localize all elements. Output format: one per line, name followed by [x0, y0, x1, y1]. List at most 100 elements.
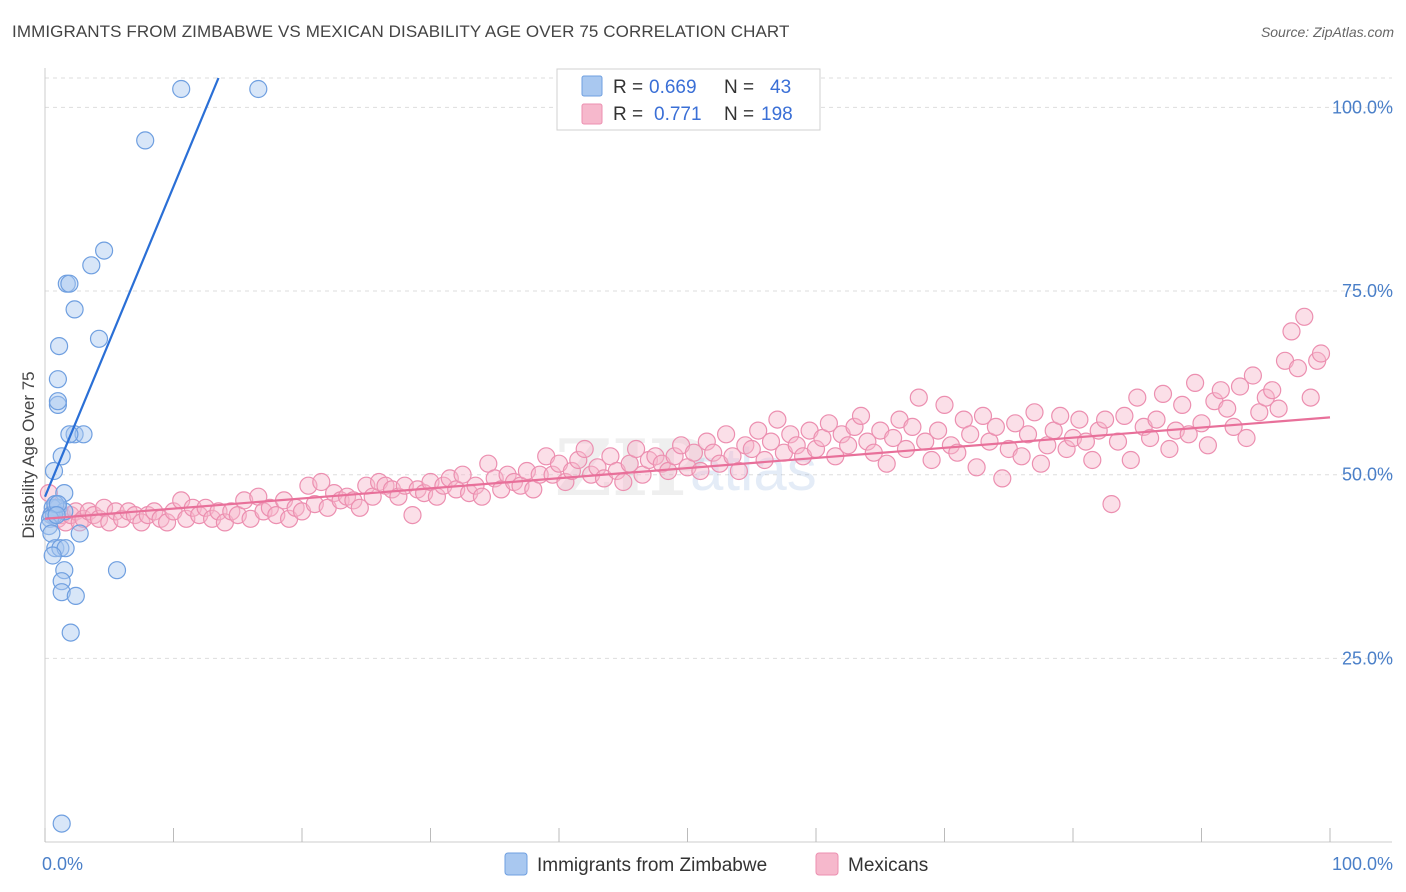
mexicans-point: [132, 513, 151, 532]
mexicans-point: [1025, 403, 1044, 422]
zimbabwe-point: [172, 79, 191, 99]
mexicans-point: [472, 487, 491, 506]
mexicans-point: [967, 458, 986, 477]
zimbabwe-trendline: [43, 77, 220, 498]
zimbabwe-point: [107, 561, 127, 580]
mexicans-point: [626, 439, 646, 459]
zimbabwe-point: [42, 524, 61, 543]
mexicans-point: [1218, 399, 1237, 418]
mexicans-point: [389, 487, 408, 506]
mexicans-point: [1288, 359, 1308, 378]
legend-n-label-2: N =: [724, 104, 754, 125]
legend-r-value-1: 0.669: [649, 77, 697, 98]
mexicans-point: [453, 465, 472, 484]
zimbabwe-point: [89, 329, 109, 348]
mexicans-point: [1237, 428, 1256, 448]
mexicans-point: [729, 461, 749, 481]
zimbabwe-point: [66, 586, 85, 606]
mexicans-point: [1179, 425, 1198, 444]
zimbabwe-point: [74, 425, 93, 444]
mexicans-point: [344, 491, 363, 510]
mexicans-point: [1128, 388, 1147, 407]
mexicans-point: [1057, 439, 1076, 459]
mexicans-point: [877, 454, 896, 473]
legend-r-label-2: R =: [613, 104, 643, 125]
zimbabwe-point: [61, 623, 80, 642]
x-tick-label-max: 100.0%: [1332, 854, 1393, 874]
legend-r-label-1: R =: [613, 77, 643, 98]
mexicans-point: [1211, 381, 1230, 400]
bottom-legend-swatch-zimbabwe: [504, 852, 528, 876]
mexicans-point: [1153, 384, 1173, 403]
zimbabwe-point: [249, 79, 268, 99]
mexicans-point: [1018, 425, 1038, 444]
trendlines: [43, 77, 1331, 520]
mexicans-point: [973, 406, 993, 425]
mexicans-point: [1115, 406, 1134, 425]
mexicans-point: [858, 432, 877, 451]
mexicans-point: [1012, 447, 1031, 466]
mexicans-point: [1095, 410, 1115, 429]
zimbabwe-point: [43, 546, 62, 565]
mexicans-point: [909, 388, 928, 407]
correlation-legend: R = 0.669 N = 43 R = 0.771 N = 198: [556, 68, 821, 131]
mexicans-point: [1256, 388, 1275, 407]
mexicans-point: [948, 443, 967, 462]
mexicans-point: [838, 436, 858, 455]
mexicans-point: [209, 502, 228, 521]
mexicans-point: [569, 450, 588, 470]
mexicans-point: [235, 491, 254, 510]
zimbabwe-point: [60, 274, 79, 293]
mexicans-point: [986, 417, 1006, 436]
bottom-legend-label-zimbabwe: Immigrants from Zimbabwe: [537, 855, 767, 876]
mexicans-point: [761, 432, 781, 451]
mexicans-point: [1192, 414, 1211, 433]
mexicans-point: [928, 421, 948, 440]
mexicans-point: [993, 469, 1012, 488]
mexicans-point: [903, 417, 922, 436]
mexicans-point: [845, 417, 864, 436]
series-legend: Immigrants from Zimbabwe Mexicans: [504, 852, 928, 876]
mexicans-point: [1051, 406, 1070, 425]
zimbabwe-point: [47, 505, 66, 525]
zimbabwe-point: [82, 256, 101, 275]
mexicans-point: [1006, 414, 1025, 433]
mexicans-point: [1070, 410, 1089, 429]
legend-swatch-zimbabwe: [581, 75, 603, 97]
mexicans-point: [941, 436, 961, 455]
zimbabwe-point: [52, 583, 71, 602]
mexicans-point: [1224, 417, 1243, 436]
mexicans-point: [704, 443, 723, 462]
y-axis-label: Disability Age Over 75: [19, 371, 38, 538]
bottom-legend-swatch-mexicans: [815, 852, 839, 876]
mexicans-point: [260, 498, 279, 517]
legend-n-value-1: 43: [770, 77, 791, 98]
source-credit: Source: ZipAtlas.com: [1260, 24, 1394, 40]
x-tick-label-min: 0.0%: [42, 854, 83, 874]
mexicans-point: [787, 436, 806, 455]
axes: [44, 68, 1392, 843]
mexicans-point: [1140, 428, 1160, 448]
mexicans-point: [1198, 436, 1218, 455]
mexicans-point: [1083, 450, 1102, 470]
mexicans-point: [1230, 377, 1250, 396]
mexicans-point: [1102, 495, 1121, 514]
mexicans-point: [851, 406, 871, 425]
mexicans-point: [106, 502, 125, 521]
mexicans-point: [1301, 388, 1320, 407]
mexicans-point: [158, 513, 177, 532]
zimbabwe-point: [51, 539, 70, 558]
mexicans-point: [1243, 366, 1263, 385]
mexicans-point: [562, 461, 582, 481]
mexicans-point: [691, 461, 710, 481]
mexicans-point: [1295, 307, 1314, 326]
zimbabwe-points: [39, 79, 268, 833]
mexicans-point: [312, 472, 331, 492]
y-tick-label-100: 100.0%: [1332, 97, 1393, 117]
mexicans-point: [781, 425, 800, 444]
legend-n-value-2: 198: [761, 104, 793, 125]
y-tick-label-75: 75.0%: [1342, 281, 1393, 301]
bottom-legend-label-mexicans: Mexicans: [848, 855, 928, 876]
zimbabwe-point: [70, 524, 89, 543]
